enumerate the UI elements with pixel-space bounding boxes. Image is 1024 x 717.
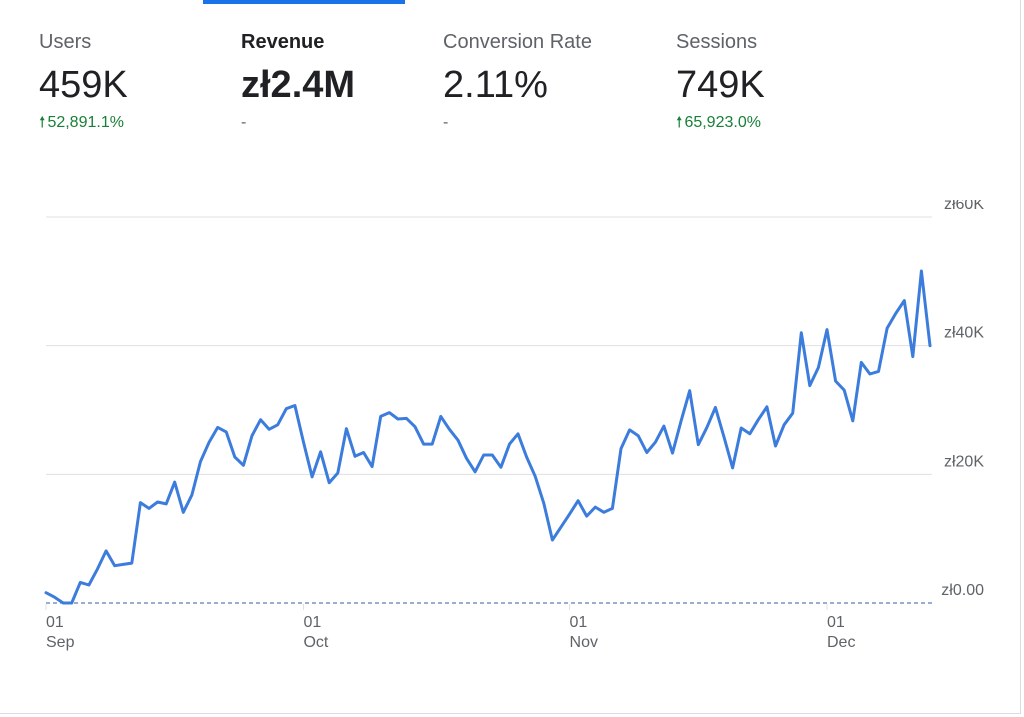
metric-change: - — [241, 114, 247, 131]
chart-series — [44, 269, 932, 605]
x-tick-day: 01 — [46, 614, 64, 631]
x-tick-day: 01 — [303, 614, 321, 631]
arrow-up-icon: 🠕 — [676, 114, 683, 131]
metric-sessions[interactable]: Sessions 749K 🠕 65,923.0% — [676, 28, 765, 134]
revenue-series-line[interactable] — [44, 269, 932, 605]
x-tick-month: Sep — [46, 634, 75, 651]
metric-revenue[interactable]: Revenue zł2.4M - — [241, 28, 355, 134]
active-tab-indicator — [203, 0, 405, 4]
metric-change: 🠕 52,891.1% — [39, 112, 128, 134]
revenue-line-chart[interactable]: zł0.00 zł20K zł40K zł60K 01 Sep 01 Oct 01 Nov 01 D… — [0, 200, 1020, 670]
metric-value: zł2.4M — [241, 64, 356, 106]
metric-change-value: 52,891.1% — [47, 114, 124, 131]
metric-users[interactable]: Users 459K 🠕 52,891.1% — [39, 28, 128, 134]
metric-change-value: 65,923.0% — [684, 114, 761, 131]
metric-label: Conversion Rate — [443, 31, 592, 53]
chart-gridlines — [46, 216, 932, 604]
metric-change: - — [443, 114, 449, 131]
metric-label: Users — [39, 31, 92, 53]
y-tick-label: zł20K — [944, 453, 984, 470]
y-axis-ticks: zł0.00 zł20K zł40K zł60K — [941, 200, 984, 599]
metric-value: 749K — [676, 64, 765, 106]
x-tick-day: 01 — [570, 614, 588, 631]
metric-label: Sessions — [676, 31, 758, 53]
metric-value: 459K — [39, 64, 128, 106]
x-tick-day: 01 — [827, 614, 845, 631]
metric-label: Revenue — [241, 31, 325, 53]
arrow-up-icon: 🠕 — [39, 114, 46, 131]
metric-value: 2.11% — [443, 64, 548, 106]
x-tick-month: Nov — [570, 634, 598, 651]
metric-conversion-rate[interactable]: Conversion Rate 2.11% - — [443, 28, 592, 134]
metric-change: 🠕 65,923.0% — [676, 112, 765, 134]
x-tick-month: Oct — [303, 634, 328, 651]
y-tick-label: zł0.00 — [941, 582, 984, 599]
x-axis-ticks: 01 Sep 01 Oct 01 Nov 01 Dec — [45, 604, 855, 651]
y-tick-label: zł40K — [944, 325, 984, 342]
y-tick-label: zł60K — [944, 200, 984, 213]
x-tick-month: Dec — [827, 634, 855, 651]
